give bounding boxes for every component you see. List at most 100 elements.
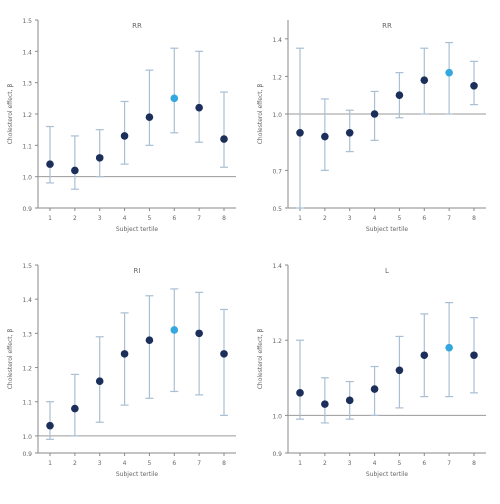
- y-tick-label: 1.1: [22, 400, 32, 407]
- x-axis-label: Subject tertile: [366, 471, 409, 478]
- x-axis-label: Subject tertile: [116, 471, 159, 478]
- x-tick-label: 1: [298, 460, 302, 467]
- x-tick-label: 2: [323, 460, 327, 467]
- x-axis-label: Subject tertile: [116, 226, 159, 233]
- x-tick-label: 4: [373, 215, 377, 222]
- x-tick-label: 5: [398, 215, 402, 222]
- x-tick-label: 8: [472, 215, 476, 222]
- x-tick-label: 3: [348, 215, 352, 222]
- x-tick-label: 8: [472, 460, 476, 467]
- y-tick-label: 0.9: [272, 451, 282, 458]
- data-point: [321, 132, 329, 141]
- x-tick-label: 4: [123, 460, 127, 467]
- data-point: [420, 76, 429, 84]
- x-tick-label: 7: [447, 215, 451, 222]
- x-tick-label: 6: [172, 215, 176, 222]
- data-point: [71, 404, 79, 413]
- data-point: [46, 160, 54, 168]
- data-point: [321, 400, 329, 408]
- x-tick-label: 5: [148, 215, 152, 222]
- y-tick-label: 1.4: [22, 49, 32, 56]
- y-tick-label: 1.0: [272, 413, 282, 420]
- y-axis-label: Cholesterol effect, β: [7, 84, 14, 145]
- data-point-highlight: [445, 68, 453, 77]
- y-tick-label: 1.2: [272, 338, 282, 345]
- data-point: [95, 154, 104, 162]
- data-point-highlight: [170, 94, 179, 103]
- y-axis-label: Cholesterol effect, β: [257, 84, 264, 145]
- y-tick-label: 1.2: [22, 112, 32, 119]
- y-tick-label: 1.2: [272, 74, 282, 81]
- y-tick-label: 0.9: [22, 206, 32, 213]
- data-point: [95, 377, 104, 386]
- x-tick-label: 7: [197, 215, 201, 222]
- x-tick-label: 1: [48, 215, 52, 222]
- x-tick-label: 1: [298, 215, 302, 222]
- chart-panel-4: 0.9 1.0 1.2 1.4 1 2 3 4 5 6 7 8 L Subject tertile Chol…: [257, 263, 486, 478]
- data-point: [296, 129, 304, 137]
- data-point: [71, 166, 79, 175]
- data-point: [345, 396, 354, 405]
- data-point: [296, 389, 304, 397]
- x-tick-label: 5: [398, 460, 402, 467]
- x-tick-label: 6: [422, 215, 426, 222]
- data-point-highlight: [445, 343, 453, 352]
- x-tick-label: 3: [348, 460, 352, 467]
- data-point: [120, 132, 129, 140]
- y-tick-label: 1.0: [22, 434, 32, 441]
- y-tick-label: 1.2: [22, 366, 32, 373]
- x-tick-label: 3: [98, 460, 102, 467]
- y-tick-label: 0.7: [272, 168, 282, 175]
- y-tick-label: 1.5: [22, 18, 32, 25]
- y-tick-label: 1.4: [22, 297, 32, 304]
- y-tick-label: 1.3: [22, 81, 32, 88]
- x-tick-label: 2: [73, 215, 77, 222]
- data-point: [220, 135, 228, 143]
- chart-panel-3: 0.9 1.0 1.1 1.2 1.3 1.4 1.5 1 2 3 4 5 6 7 8 RI Subject t…: [7, 263, 236, 478]
- y-tick-label: 1.4: [272, 263, 282, 270]
- data-point: [46, 421, 54, 430]
- x-tick-label: 7: [447, 460, 451, 467]
- x-tick-label: 2: [323, 215, 327, 222]
- panel-title: L: [385, 267, 389, 275]
- y-tick-label: 1.5: [22, 263, 32, 270]
- x-tick-label: 4: [373, 460, 377, 467]
- data-point: [420, 351, 429, 360]
- y-tick-label: 1.0: [22, 175, 32, 182]
- chart-panel-2: 0.5 0.7 1.0 1.2 1.4 1 2 3 4 5 6 7 8 RR Subject tertile…: [257, 20, 486, 233]
- x-tick-label: 7: [197, 460, 201, 467]
- data-point: [145, 336, 154, 345]
- data-point: [470, 351, 478, 360]
- y-axis-label: Cholesterol effect, β: [7, 329, 14, 390]
- y-axis-label: Cholesterol effect, β: [257, 329, 264, 390]
- x-axis-label: Subject tertile: [366, 226, 409, 233]
- x-tick-label: 2: [73, 460, 77, 467]
- data-point: [370, 110, 379, 118]
- x-tick-label: 8: [222, 460, 226, 467]
- chart-panel-1: 0.9 1.0 1.1 1.2 1.3 1.4 1.5 1 2 3 4 5 6 7 8 RR Subject t…: [7, 18, 236, 233]
- panel-title: RR: [382, 22, 392, 30]
- x-tick-label: 5: [148, 460, 152, 467]
- x-tick-label: 8: [222, 215, 226, 222]
- y-tick-label: 0.9: [22, 451, 32, 458]
- data-point: [345, 129, 354, 137]
- data-point: [370, 385, 379, 393]
- y-tick-label: 1.3: [22, 331, 32, 338]
- y-tick-label: 1.4: [272, 37, 282, 44]
- data-point: [195, 103, 203, 112]
- data-point-highlight: [170, 326, 179, 334]
- data-point: [470, 82, 478, 90]
- x-tick-label: 3: [98, 215, 102, 222]
- x-tick-label: 6: [172, 460, 176, 467]
- panel-title: RI: [134, 267, 141, 275]
- x-tick-label: 1: [48, 460, 52, 467]
- x-tick-label: 6: [422, 460, 426, 467]
- data-point: [120, 350, 129, 358]
- y-tick-label: 0.5: [272, 206, 282, 213]
- data-point: [395, 91, 404, 99]
- y-tick-label: 1.0: [272, 112, 282, 119]
- data-point: [395, 366, 404, 375]
- x-tick-label: 4: [123, 215, 127, 222]
